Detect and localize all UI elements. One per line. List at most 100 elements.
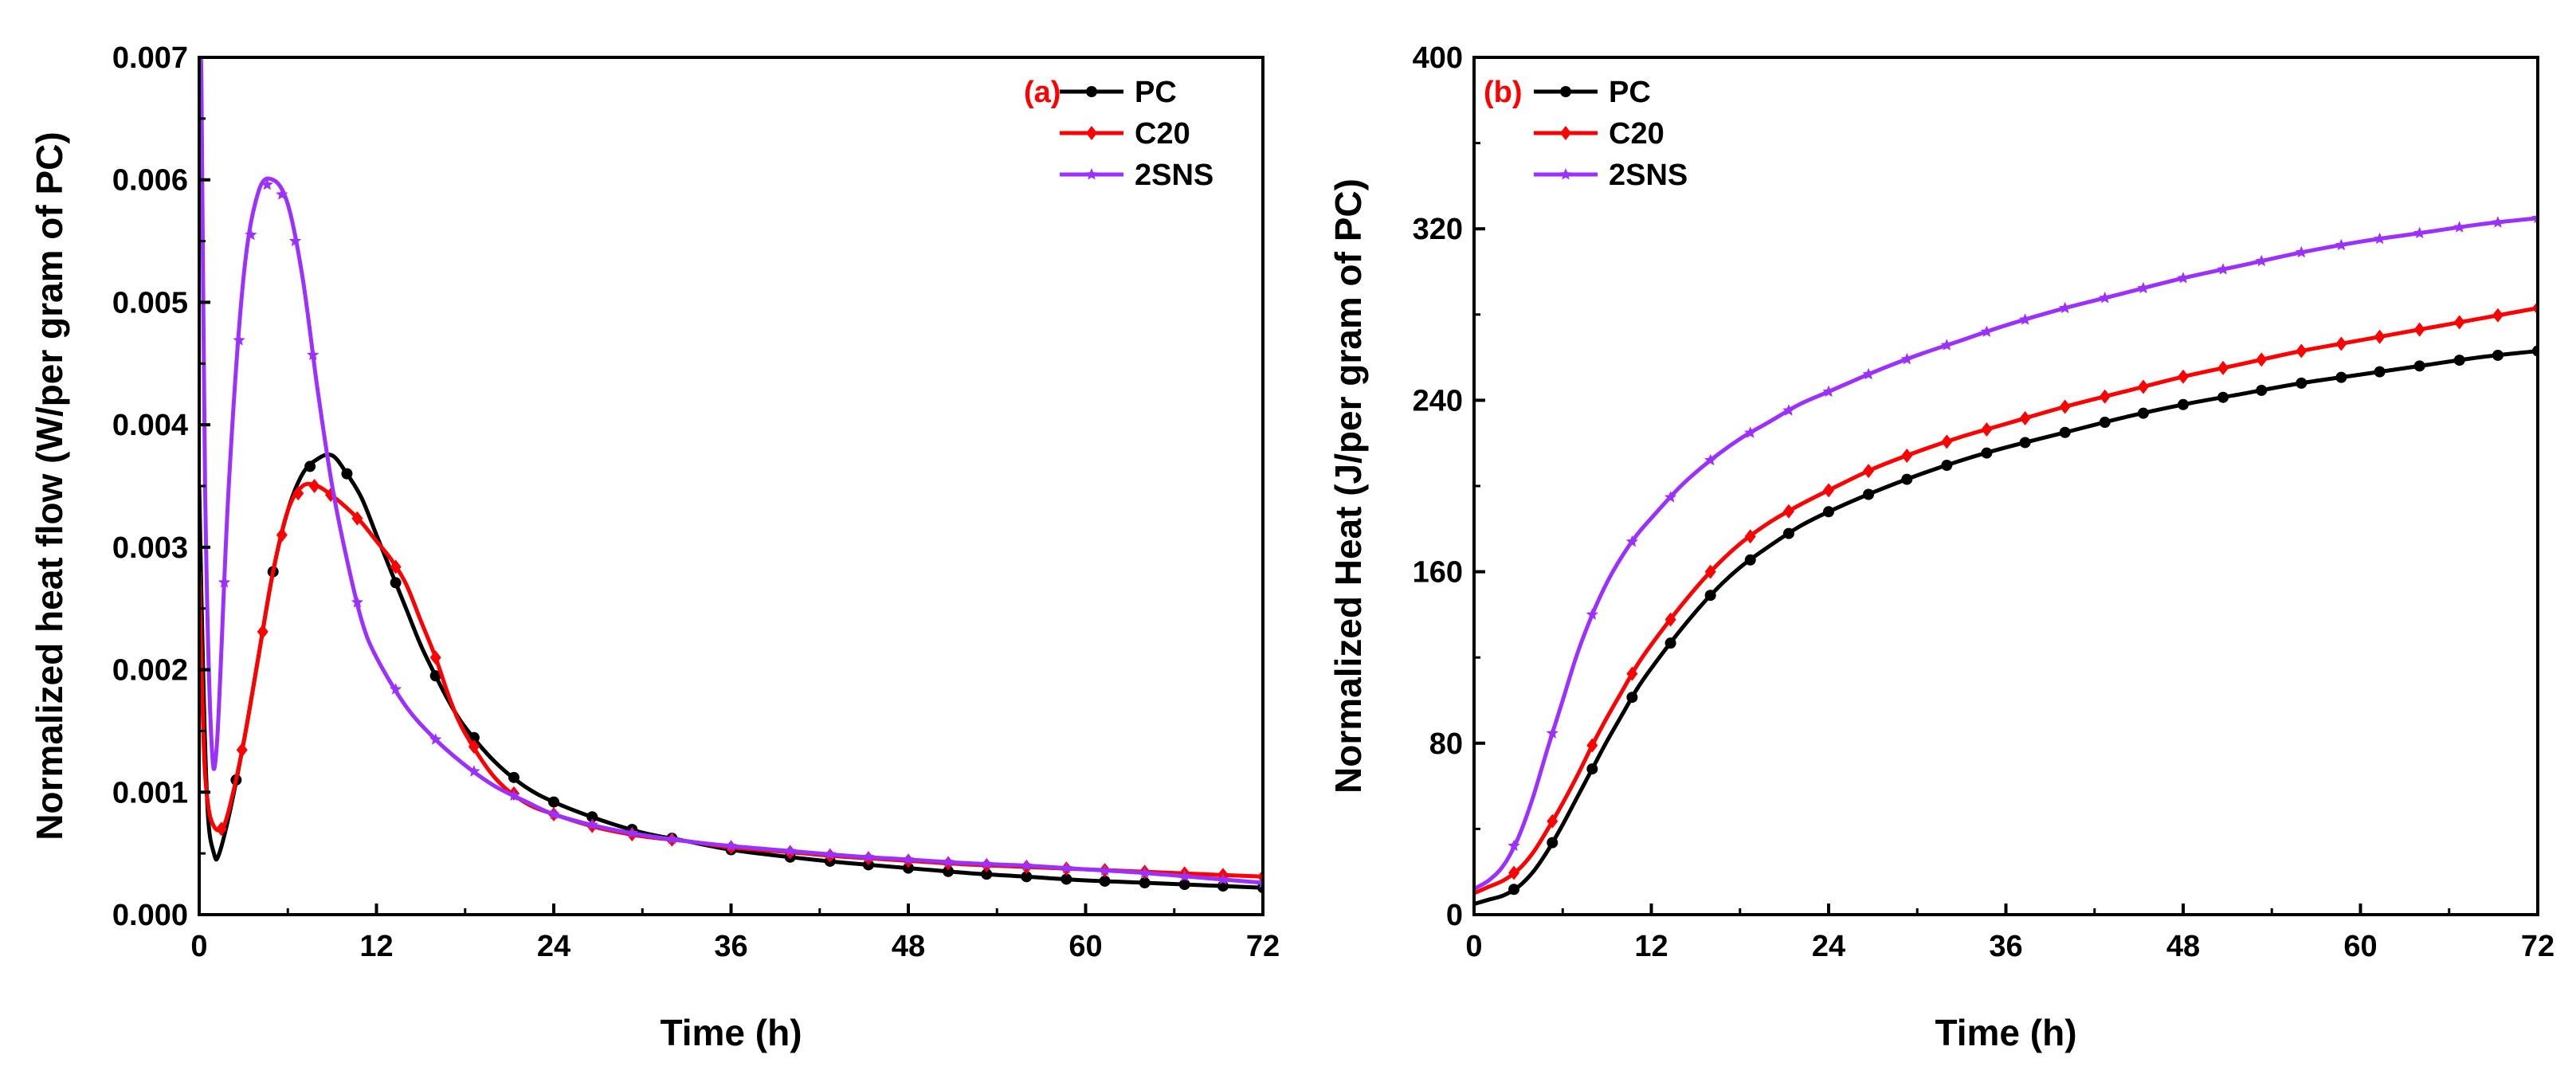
data-point bbox=[1744, 426, 1757, 438]
data-point bbox=[1586, 763, 1598, 775]
data-point bbox=[2335, 371, 2347, 383]
data-point bbox=[1508, 839, 1520, 852]
data-point bbox=[2374, 329, 2386, 344]
data-point bbox=[1099, 864, 1112, 876]
data-point bbox=[1217, 872, 1229, 885]
x-tick-label: 48 bbox=[2166, 930, 2200, 963]
data-point bbox=[468, 739, 480, 755]
data-point bbox=[390, 577, 402, 589]
data-point bbox=[625, 826, 638, 838]
y-axis-label: Normalized Heat (J/per gram of PC) bbox=[1327, 178, 1369, 794]
data-point bbox=[2492, 308, 2503, 323]
data-point bbox=[1060, 861, 1072, 874]
y-tick-label: 80 bbox=[1429, 727, 1463, 761]
data-point bbox=[1178, 879, 1190, 891]
data-point bbox=[1626, 666, 1638, 681]
data-point bbox=[508, 789, 520, 802]
legend-marker-PC bbox=[1560, 86, 1571, 97]
legend-label-2SNS: 2SNS bbox=[1135, 159, 1214, 192]
data-point bbox=[1744, 554, 1756, 566]
data-point bbox=[308, 479, 320, 493]
legend-label-C20: C20 bbox=[1135, 117, 1190, 151]
data-point bbox=[943, 865, 955, 877]
data-point bbox=[257, 624, 269, 639]
data-point bbox=[2453, 315, 2465, 330]
data-point bbox=[261, 178, 273, 190]
legend-label-PC: PC bbox=[1609, 76, 1651, 109]
data-point bbox=[1626, 692, 1638, 704]
x-tick-label: 60 bbox=[2343, 930, 2377, 963]
data-point bbox=[1981, 447, 1993, 459]
legend: (a) PC C20 2SNS bbox=[1024, 76, 1214, 192]
data-point bbox=[468, 765, 480, 777]
data-point bbox=[903, 862, 914, 874]
data-point bbox=[236, 743, 248, 758]
data-point bbox=[2374, 232, 2386, 245]
data-point bbox=[1664, 612, 1676, 627]
y-tick-label: 320 bbox=[1413, 213, 1463, 246]
x-tick-label: 12 bbox=[359, 930, 393, 963]
data-point bbox=[2413, 360, 2425, 372]
data-point bbox=[824, 848, 837, 860]
y-tick-label: 0.003 bbox=[112, 531, 188, 565]
y-tick-label: 0 bbox=[1446, 899, 1463, 932]
data-point bbox=[2255, 254, 2268, 267]
x-tick-label: 12 bbox=[1634, 930, 1668, 963]
x-tick-label: 0 bbox=[1465, 930, 1482, 963]
data-point bbox=[2178, 369, 2189, 384]
data-point bbox=[1940, 339, 1953, 351]
data-point bbox=[1664, 637, 1676, 649]
y-tick-label: 240 bbox=[1413, 384, 1463, 417]
data-point bbox=[304, 461, 316, 472]
data-point bbox=[1139, 866, 1151, 879]
data-point bbox=[1941, 434, 1953, 449]
data-point bbox=[902, 853, 915, 865]
data-point bbox=[233, 334, 245, 346]
data-point bbox=[351, 511, 363, 526]
data-point bbox=[390, 683, 402, 695]
data-point bbox=[288, 234, 302, 246]
data-point bbox=[1099, 875, 1111, 887]
x-tick-label: 48 bbox=[892, 930, 925, 963]
series-line-2SNS bbox=[199, 57, 1263, 885]
data-point bbox=[1704, 590, 1716, 602]
data-point bbox=[1178, 869, 1191, 882]
data-point bbox=[429, 650, 441, 665]
x-axis-label: Time (h) bbox=[660, 1012, 802, 1053]
y-tick-label: 0.007 bbox=[112, 41, 188, 75]
data-point bbox=[2059, 301, 2072, 314]
data-point bbox=[1139, 877, 1151, 889]
data-point bbox=[1901, 448, 1913, 463]
data-point bbox=[2019, 437, 2031, 449]
panel-label: (b) bbox=[1484, 76, 1523, 109]
data-point bbox=[276, 527, 288, 543]
data-point bbox=[1863, 464, 1875, 479]
data-point bbox=[2453, 355, 2465, 366]
data-point bbox=[351, 596, 363, 608]
panel-label: (a) bbox=[1024, 76, 1061, 109]
data-point bbox=[547, 808, 560, 820]
data-point bbox=[2099, 389, 2111, 404]
plot-frame bbox=[198, 56, 1264, 916]
y-tick-label: 0.000 bbox=[112, 899, 188, 932]
data-point bbox=[665, 833, 678, 845]
data-point bbox=[245, 228, 257, 241]
data-point bbox=[2335, 238, 2347, 251]
data-point bbox=[2413, 226, 2426, 239]
data-point bbox=[341, 468, 353, 480]
series-group bbox=[199, 57, 1263, 894]
data-point bbox=[1782, 504, 1794, 519]
data-point bbox=[2177, 272, 2190, 284]
legend: (b) PC C20 2SNS bbox=[1484, 76, 1688, 192]
data-point bbox=[1823, 483, 1834, 498]
x-axis-label: Time (h) bbox=[1935, 1012, 2076, 1053]
data-point bbox=[1822, 385, 1835, 398]
data-point bbox=[586, 818, 598, 830]
data-point bbox=[2059, 426, 2071, 438]
data-point bbox=[2453, 221, 2466, 233]
data-point bbox=[2019, 313, 2032, 325]
data-point bbox=[1863, 488, 1875, 500]
x-tick-label: 24 bbox=[1812, 930, 1845, 963]
data-point bbox=[1664, 491, 1677, 503]
data-point bbox=[1547, 813, 1559, 829]
